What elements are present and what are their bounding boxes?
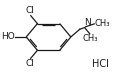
Text: HCl: HCl (92, 59, 109, 69)
Text: CH₃: CH₃ (95, 19, 110, 28)
Text: HO: HO (1, 32, 15, 41)
Text: Cl: Cl (26, 59, 35, 68)
Text: CH₃: CH₃ (82, 34, 98, 43)
Text: Cl: Cl (26, 6, 35, 15)
Text: N: N (84, 18, 91, 27)
